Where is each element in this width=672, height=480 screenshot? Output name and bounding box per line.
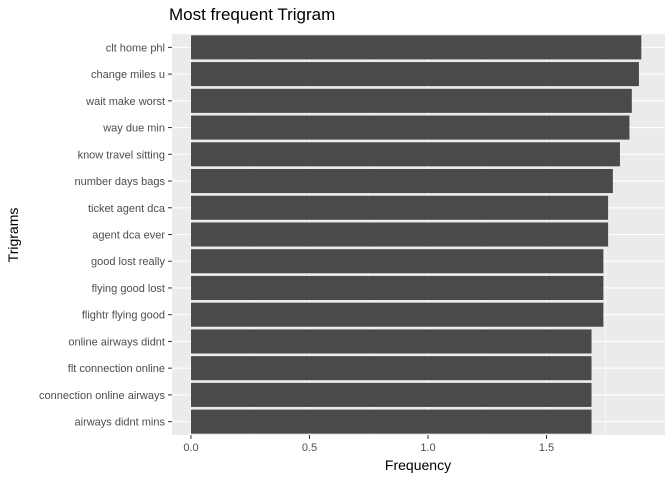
y-tick-label: change miles u bbox=[91, 69, 165, 81]
bar bbox=[190, 249, 604, 274]
y-tick-label: flying good lost bbox=[92, 283, 165, 295]
x-tick-label: 0.5 bbox=[302, 442, 317, 454]
bar bbox=[190, 275, 604, 300]
x-axis-ticks: 0.0 0.5 1.0 1.5 bbox=[183, 435, 554, 454]
y-tick-label: know travel sitting bbox=[78, 149, 165, 161]
x-tick-label: 0.0 bbox=[183, 442, 198, 454]
y-tick-label: agent dca ever bbox=[92, 230, 165, 242]
y-tick-label: airways didnt mins bbox=[75, 417, 166, 429]
y-tick-label: flt connection online bbox=[68, 363, 165, 375]
y-tick-label: ticket agent dca bbox=[88, 203, 166, 215]
bar bbox=[190, 35, 642, 60]
y-axis-ticks: clt home phl change miles u wait make wors… bbox=[39, 42, 172, 429]
bars bbox=[190, 35, 642, 434]
x-axis-title: Frequency bbox=[385, 457, 451, 473]
bar bbox=[190, 329, 592, 354]
x-tick-label: 1.0 bbox=[420, 442, 435, 454]
x-tick-label: 1.5 bbox=[539, 442, 554, 454]
bar bbox=[190, 88, 632, 113]
bar bbox=[190, 115, 630, 140]
y-tick-label: good lost really bbox=[91, 256, 165, 268]
bar bbox=[190, 62, 639, 87]
y-tick-label: wait make worst bbox=[85, 96, 165, 108]
y-axis-title: Trigrams bbox=[5, 208, 21, 263]
bar bbox=[190, 302, 604, 327]
bar bbox=[190, 169, 613, 194]
y-tick-label: connection online airways bbox=[39, 390, 165, 402]
bar bbox=[190, 142, 620, 167]
bar bbox=[190, 222, 609, 247]
chart-title: Most frequent Trigram bbox=[169, 5, 335, 24]
bar bbox=[190, 356, 592, 381]
y-tick-label: flightr flying good bbox=[82, 310, 165, 322]
y-tick-label: online airways didnt bbox=[68, 336, 165, 348]
y-tick-label: number days bags bbox=[75, 176, 166, 188]
bar bbox=[190, 382, 592, 407]
y-tick-label: way due min bbox=[102, 123, 165, 135]
bar bbox=[190, 409, 592, 434]
y-tick-label: clt home phl bbox=[106, 42, 165, 54]
bar bbox=[190, 195, 609, 220]
